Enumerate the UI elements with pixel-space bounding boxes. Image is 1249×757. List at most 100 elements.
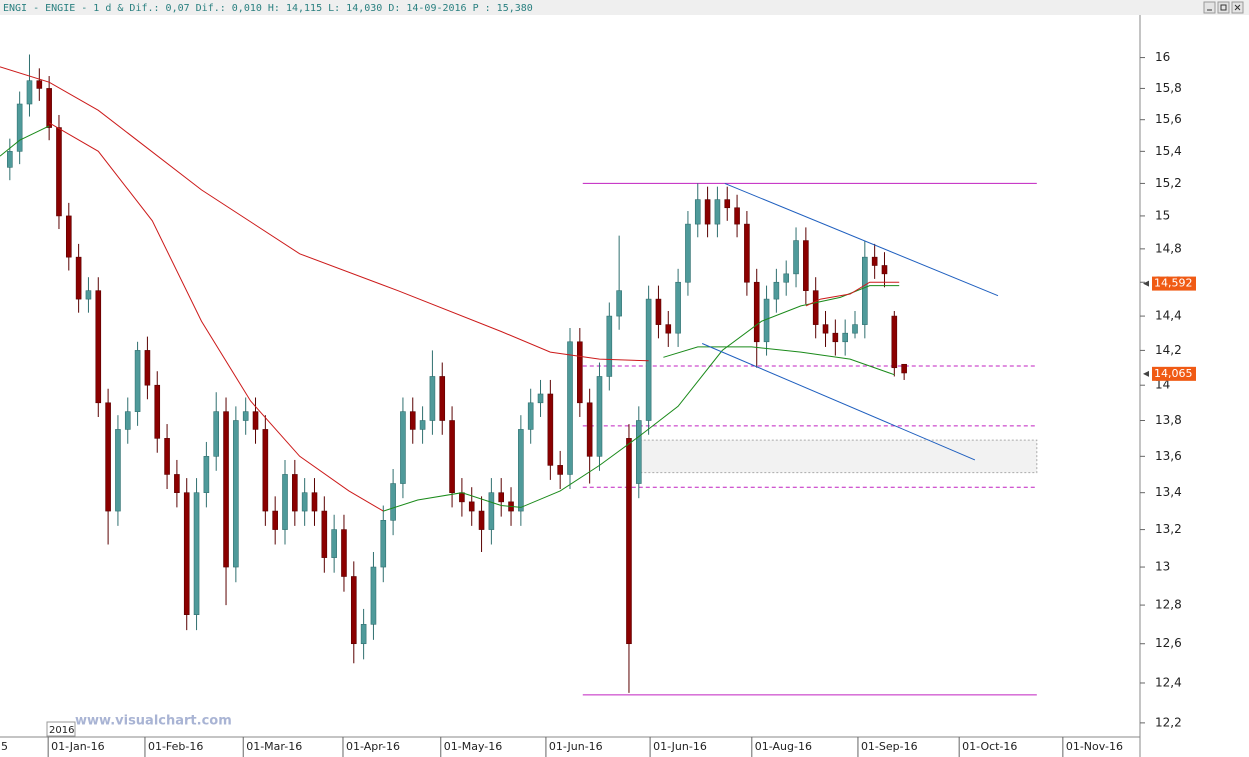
header-bar [0,0,1249,15]
candle-body [85,290,92,300]
year-label: 2016 [49,725,74,736]
candle-body [164,438,170,475]
candle-body [744,223,750,283]
x-tick-label: 01-May-16 [444,740,502,753]
candle-body [901,363,907,374]
average-line [805,281,900,307]
y-tick-label: 13,2 [1155,522,1182,536]
candle-body [685,223,691,283]
candle-body [832,332,839,343]
candle-body [616,290,622,317]
x-tick-label: 01-Mar-16 [246,740,302,753]
candle-body [252,411,259,430]
watermark: www.visualchart.com [75,714,232,729]
candle-body [724,199,731,209]
candle-body [439,376,446,421]
candle-body [16,103,23,152]
candle-body [734,207,740,225]
maximize-button[interactable] [1217,1,1230,14]
candle-body [134,350,141,412]
candle-body [390,483,396,521]
candle-body [773,281,780,300]
candle-body [95,290,102,404]
x-tick-label: 01-Jun-16 [653,740,707,753]
candle-body [282,474,288,530]
candle-body [891,315,898,369]
candle-body [842,332,848,343]
candle-body [331,529,337,558]
candle-body [577,341,583,404]
candle-body [26,80,33,105]
candle-body [488,492,495,530]
candle-body [203,456,210,493]
candle-body [626,438,632,645]
candle-body [429,376,436,421]
candle-body [645,298,652,421]
x-tick-label: 01-Nov-16 [1066,740,1123,753]
candle-body [350,576,357,645]
candle-body [498,492,505,503]
candle-body [478,510,485,530]
candle-body [292,474,298,512]
year-box [46,721,76,737]
candle-body [75,256,82,300]
plot-area [0,54,1038,696]
candle-body [321,510,328,558]
candle-body [783,273,790,283]
candle-body [606,315,613,377]
trendline [724,182,999,297]
x-tick-label: 01-Feb-16 [148,740,203,753]
x-tick-label: 01-Aug-16 [755,740,812,753]
x-tick-label: 01-Oct-16 [962,740,1017,753]
y-tick-label: 12,2 [1155,715,1182,729]
y-tick-label: 15 [1155,208,1170,222]
candle-body [871,256,878,266]
price-label-box [1152,276,1196,291]
candle-body [527,402,534,430]
candle-body [105,402,111,512]
window-buttons[interactable] [1203,1,1244,14]
candle-body [862,256,868,325]
candle-body [547,393,554,466]
minimize-button[interactable] [1203,1,1216,14]
candle-body [193,492,200,615]
candle-body [174,474,180,493]
candle-body [46,88,52,128]
price-marker [1143,370,1149,377]
average-line [0,66,649,362]
average-line [383,285,900,512]
candle-body [881,265,888,275]
candle-body [518,429,524,512]
candle-body [675,281,681,334]
price-label: 14,592 [1154,277,1193,290]
y-tick-label: 15,4 [1155,144,1182,158]
candle-body [223,411,229,568]
candle-body [704,199,711,225]
candle-body [665,324,672,334]
candle-body [370,566,377,625]
x-tick-label: 01-Jun-16 [549,740,603,753]
header-text: ENGI - ENGIE - 1 d & Dif.: 0,07 Dif.: 0,… [3,3,533,14]
price-label-box [1152,366,1196,381]
candle-body [694,199,701,225]
candle-body [380,520,387,568]
candle-body [596,376,603,457]
candle-body [65,215,72,258]
candle-body [262,429,269,512]
y-tick-label: 15,6 [1155,112,1182,126]
candle-body [124,411,131,430]
y-tick-label: 13,6 [1155,449,1182,463]
y-tick-label: 14,4 [1155,309,1182,323]
candle-body [400,411,406,484]
candle-body [803,240,809,291]
x-cut-label: 5 [1,740,8,753]
candle-body [213,411,220,457]
candle-body [272,510,278,530]
zone [639,439,1038,474]
candle-body [360,624,367,645]
candle-body [753,281,760,343]
candle-body [311,492,318,512]
candle-body [449,420,455,493]
